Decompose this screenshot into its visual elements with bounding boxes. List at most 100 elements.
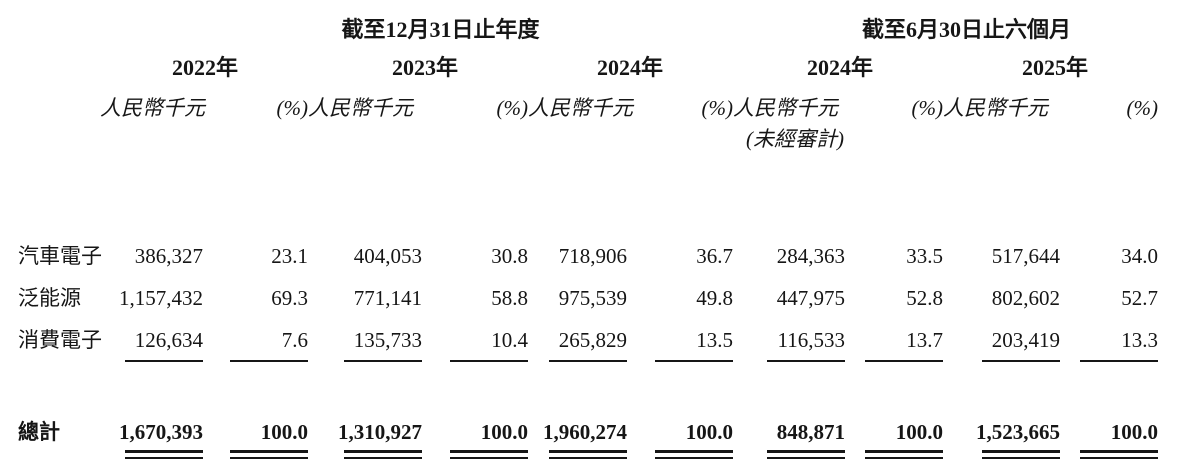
total-percent-cell: 100.0 xyxy=(1110,419,1159,444)
percent-cell: 36.7 xyxy=(696,243,734,268)
row-label: 消費電子 xyxy=(18,327,102,352)
unit-label: 人民幣千元 xyxy=(100,96,205,120)
amount-cell: 517,644 xyxy=(991,243,1061,268)
total-label: 總計 xyxy=(18,419,60,444)
financial-table: 截至12月31日止年度 截至6月30日止六個月 2022年 2023年 2024… xyxy=(18,6,1159,462)
single-rule xyxy=(1060,352,1159,364)
total-amount-cell: 1,960,274 xyxy=(543,419,627,444)
amount-cell: 1,157,432 xyxy=(119,285,203,310)
group-header-annual: 截至12月31日止年度 xyxy=(341,16,540,42)
table-row: 汽車電子 386,327 23.1 404,053 30.8 718,906 3… xyxy=(18,226,1158,268)
total-amount-cell: 848,871 xyxy=(776,419,846,444)
single-rule xyxy=(845,352,944,364)
amount-cell: 447,975 xyxy=(776,285,846,310)
single-rule xyxy=(203,352,308,364)
percent-label: (%) xyxy=(276,96,308,120)
unit-label: 人民幣千元 xyxy=(528,96,633,120)
percent-label: (%) xyxy=(911,96,944,120)
unit-label: 人民幣千元 xyxy=(733,96,839,120)
empty-cell xyxy=(18,80,100,176)
single-rule xyxy=(308,352,422,364)
unit-label: 人民幣千元 xyxy=(943,96,1049,120)
year-header-row: 2022年 2023年 2024年 2024年 2025年 xyxy=(18,42,1158,80)
double-rule xyxy=(308,444,422,462)
amount-cell: 203,419 xyxy=(991,327,1061,352)
amount-cell: 126,634 xyxy=(134,327,203,352)
percent-cell: 13.5 xyxy=(696,327,734,352)
percent-cell: 30.8 xyxy=(491,243,528,268)
year-header-2022: 2022年 xyxy=(171,54,238,80)
total-rule-row xyxy=(18,444,1159,462)
empty-cell xyxy=(18,352,100,364)
total-percent-cell: 100.0 xyxy=(895,419,944,444)
single-rule xyxy=(528,352,627,364)
total-amount-cell: 1,523,665 xyxy=(976,419,1061,444)
single-rule xyxy=(100,352,203,364)
total-amount-cell: 1,670,393 xyxy=(119,419,203,444)
percent-label: (%) xyxy=(1126,96,1159,120)
unit-label: 人民幣千元 xyxy=(308,96,413,120)
year-header-2025: 2025年 xyxy=(1022,54,1089,80)
year-header-2024-interim: 2024年 xyxy=(807,54,874,80)
table-row: 消費電子 126,634 7.6 135,733 10.4 265,829 13… xyxy=(18,310,1158,352)
amount-cell: 975,539 xyxy=(558,285,627,310)
year-header-2024: 2024年 xyxy=(597,54,664,80)
row-label: 汽車電子 xyxy=(18,243,102,268)
amount-cell: 135,733 xyxy=(353,327,422,352)
double-rule xyxy=(733,444,846,462)
single-rule xyxy=(422,352,528,364)
percent-label: (%) xyxy=(701,96,734,120)
double-rule xyxy=(627,444,734,462)
amount-cell: 802,602 xyxy=(991,285,1061,310)
total-percent-cell: 100.0 xyxy=(260,419,308,444)
group-header-interim: 截至6月30日止六個月 xyxy=(862,16,1072,42)
percent-cell: 49.8 xyxy=(696,285,734,310)
percent-cell: 7.6 xyxy=(281,327,308,352)
empty-cell xyxy=(18,444,100,462)
empty-cell xyxy=(18,42,100,80)
percent-cell: 34.0 xyxy=(1121,243,1159,268)
empty-cell xyxy=(18,6,100,42)
percent-label: (%) xyxy=(496,96,528,120)
table-row: 泛能源 1,157,432 69.3 771,141 58.8 975,539 … xyxy=(18,268,1158,310)
amount-cell: 718,906 xyxy=(558,243,627,268)
unaudited-note: (未經審計) xyxy=(746,127,845,152)
subheader-row: 人民幣千元 (%) 人民幣千元 (%) 人民幣千元 (%) 人民幣千元 (未經審… xyxy=(18,80,1158,176)
spacer-row xyxy=(18,176,1158,226)
amount-cell: 116,533 xyxy=(777,327,846,352)
percent-cell: 52.7 xyxy=(1121,285,1159,310)
double-rule xyxy=(100,444,203,462)
double-rule xyxy=(1060,444,1159,462)
percent-cell: 10.4 xyxy=(491,327,528,352)
amount-cell: 404,053 xyxy=(353,243,422,268)
year-header-2023: 2023年 xyxy=(391,54,458,80)
percent-cell: 23.1 xyxy=(271,243,308,268)
total-amount-cell: 1,310,927 xyxy=(338,419,422,444)
percent-cell: 58.8 xyxy=(491,285,528,310)
percent-cell: 13.7 xyxy=(906,327,944,352)
single-rule xyxy=(943,352,1061,364)
row-label: 泛能源 xyxy=(18,285,81,310)
amount-cell: 265,829 xyxy=(558,327,627,352)
percent-cell: 69.3 xyxy=(271,285,308,310)
group-header-row: 截至12月31日止年度 截至6月30日止六個月 xyxy=(18,6,1158,42)
total-percent-cell: 100.0 xyxy=(480,419,528,444)
percent-cell: 13.3 xyxy=(1121,327,1159,352)
amount-cell: 284,363 xyxy=(776,243,846,268)
total-row: 總計 1,670,393 100.0 1,310,927 100.0 1,960… xyxy=(18,410,1158,444)
amount-cell: 771,141 xyxy=(353,285,422,310)
double-rule xyxy=(943,444,1061,462)
unit-label-unaudited: 人民幣千元 (未經審計) xyxy=(733,80,845,176)
single-rule xyxy=(627,352,734,364)
double-rule xyxy=(845,444,944,462)
double-rule xyxy=(422,444,528,462)
double-rule xyxy=(203,444,308,462)
single-rule xyxy=(733,352,846,364)
spacer-row xyxy=(18,364,1158,410)
subtotal-rule-row xyxy=(18,352,1159,364)
percent-cell: 52.8 xyxy=(906,285,944,310)
double-rule xyxy=(528,444,627,462)
total-percent-cell: 100.0 xyxy=(685,419,734,444)
amount-cell: 386,327 xyxy=(134,243,203,268)
